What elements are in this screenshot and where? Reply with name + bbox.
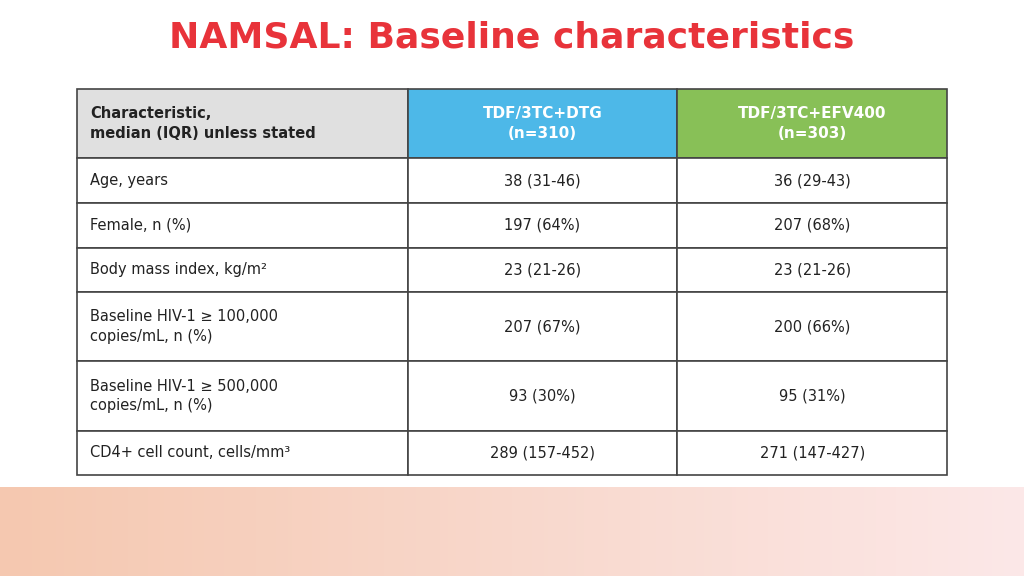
Text: Female, n (%): Female, n (%) — [90, 218, 191, 233]
Bar — [678, 361, 947, 431]
Bar — [77, 361, 408, 431]
Text: Body mass index, kg/m²: Body mass index, kg/m² — [90, 263, 267, 278]
Bar — [77, 248, 408, 292]
Bar — [408, 248, 678, 292]
Text: NAMSAL: Baseline characteristics: NAMSAL: Baseline characteristics — [169, 20, 855, 55]
Text: 207 (67%): 207 (67%) — [504, 319, 581, 334]
Bar — [408, 431, 678, 475]
Text: Baseline HIV-1 ≥ 100,000
copies/mL, n (%): Baseline HIV-1 ≥ 100,000 copies/mL, n (%… — [90, 309, 279, 344]
Text: 271 (147-427): 271 (147-427) — [760, 445, 865, 460]
Text: 23 (21-26): 23 (21-26) — [504, 263, 581, 278]
Bar — [678, 158, 947, 203]
Circle shape — [447, 520, 462, 528]
Circle shape — [447, 535, 462, 543]
Text: Baseline HIV-1 ≥ 500,000
copies/mL, n (%): Baseline HIV-1 ≥ 500,000 copies/mL, n (%… — [90, 378, 279, 414]
Text: 197 (64%): 197 (64%) — [505, 218, 581, 233]
Bar — [77, 158, 408, 203]
Bar — [678, 292, 947, 361]
Text: 289 (157-452): 289 (157-452) — [489, 445, 595, 460]
Bar — [408, 89, 678, 158]
Text: TDF/3TC+DTG
(n=310): TDF/3TC+DTG (n=310) — [482, 107, 602, 141]
Bar — [408, 203, 678, 248]
Bar — [77, 89, 408, 158]
Text: 200 (66%): 200 (66%) — [774, 319, 851, 334]
Text: 38 (31-46): 38 (31-46) — [504, 173, 581, 188]
Text: www.ias2019.org: www.ias2019.org — [517, 541, 639, 554]
Bar — [408, 361, 678, 431]
Text: 23 (21-26): 23 (21-26) — [774, 263, 851, 278]
Bar — [77, 431, 408, 475]
Bar — [678, 431, 947, 475]
Bar — [678, 248, 947, 292]
Text: TDF/3TC+EFV400
(n=303): TDF/3TC+EFV400 (n=303) — [738, 107, 887, 141]
Bar — [408, 292, 678, 361]
Text: Share your thoughts using: Share your thoughts using — [326, 511, 517, 525]
Text: Find this presentation on: Find this presentation on — [336, 541, 517, 554]
Text: Characteristic,
median (IQR) unless stated: Characteristic, median (IQR) unless stat… — [90, 107, 315, 141]
Bar — [678, 203, 947, 248]
Text: 93 (30%): 93 (30%) — [509, 388, 575, 404]
Circle shape — [435, 528, 450, 536]
Circle shape — [439, 520, 454, 528]
Text: 207 (68%): 207 (68%) — [774, 218, 851, 233]
Text: CD4+ cell count, cells/mm³: CD4+ cell count, cells/mm³ — [90, 445, 291, 460]
Circle shape — [439, 535, 454, 543]
Bar — [77, 292, 408, 361]
Bar — [408, 158, 678, 203]
Bar — [77, 203, 408, 248]
Circle shape — [452, 528, 466, 536]
Bar — [678, 89, 947, 158]
Text: 36 (29-43): 36 (29-43) — [774, 173, 851, 188]
Text: Age, years: Age, years — [90, 173, 168, 188]
Text: 95 (31%): 95 (31%) — [779, 388, 846, 404]
Text: #IAS2019: #IAS2019 — [517, 511, 586, 525]
